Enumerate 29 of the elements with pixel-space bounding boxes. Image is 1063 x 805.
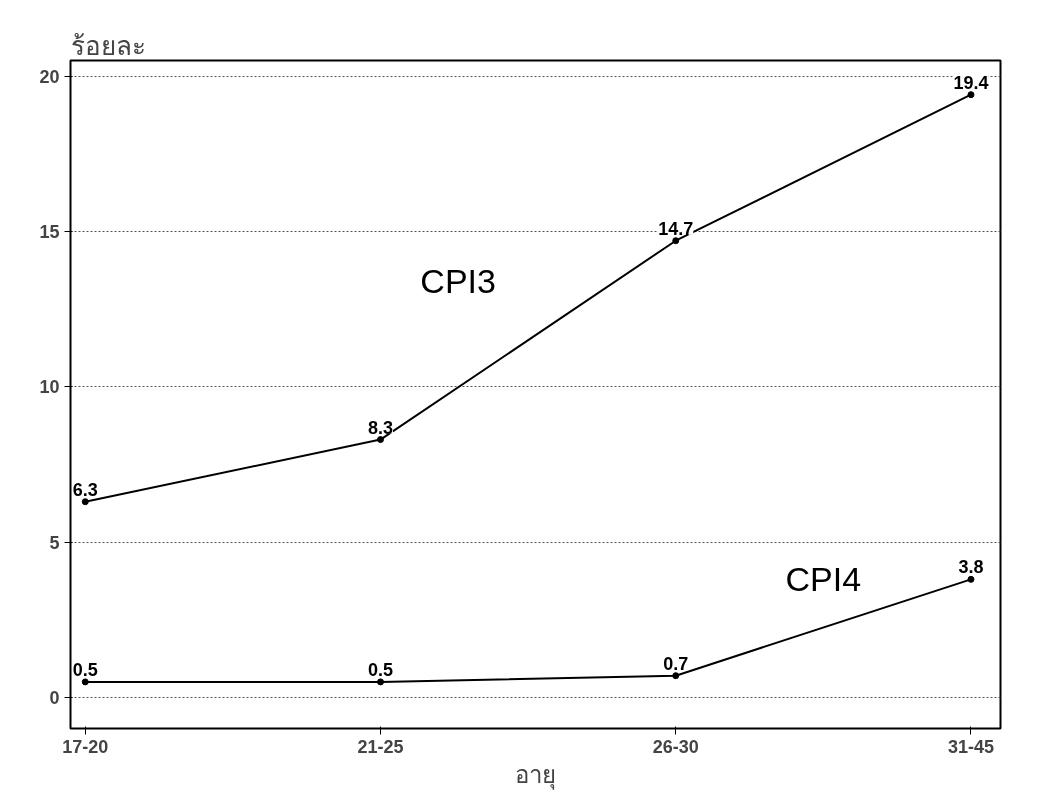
y-tick-label: 15 (39, 221, 60, 242)
y-tick-label: 5 (49, 532, 60, 553)
point (672, 237, 680, 245)
x-axis-title: อายุ (515, 760, 556, 790)
y-tick-label: 20 (39, 66, 60, 87)
point (377, 678, 384, 686)
point (672, 672, 680, 680)
x-tick-label: 17-20 (62, 736, 109, 757)
y-tick-label: 0 (49, 687, 60, 708)
y-tick-label: 10 (39, 377, 60, 398)
point (377, 436, 384, 444)
series-label: CPI4 (785, 559, 862, 598)
data-label: 8.3 (367, 417, 394, 438)
point (81, 498, 89, 506)
point (81, 678, 89, 686)
data-label: 19.4 (953, 72, 989, 93)
data-label: 0.7 (663, 653, 689, 674)
x-tick-label: 31-45 (947, 736, 994, 757)
point (967, 575, 975, 583)
data-label: 0.5 (367, 659, 394, 680)
x-tick-label: 26-30 (652, 736, 699, 757)
series-label: CPI3 (420, 262, 496, 301)
data-label: 3.8 (958, 557, 984, 578)
data-label: 0.5 (72, 659, 98, 680)
point (967, 91, 975, 99)
y-axis-title: ร้อยละ (70, 30, 146, 61)
data-label: 6.3 (72, 479, 98, 500)
x-tick-label: 21-25 (357, 736, 404, 757)
data-label: 14.7 (658, 218, 694, 239)
